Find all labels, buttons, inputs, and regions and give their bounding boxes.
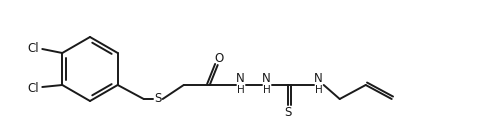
Text: N: N xyxy=(314,71,323,84)
Text: Cl: Cl xyxy=(28,82,39,95)
Text: S: S xyxy=(284,105,291,119)
Text: N: N xyxy=(236,71,244,84)
Text: H: H xyxy=(236,85,244,95)
Text: Cl: Cl xyxy=(28,42,39,55)
Text: O: O xyxy=(213,51,223,64)
Text: S: S xyxy=(154,92,161,105)
Text: H: H xyxy=(314,85,322,95)
Text: N: N xyxy=(262,71,271,84)
Text: H: H xyxy=(263,85,270,95)
